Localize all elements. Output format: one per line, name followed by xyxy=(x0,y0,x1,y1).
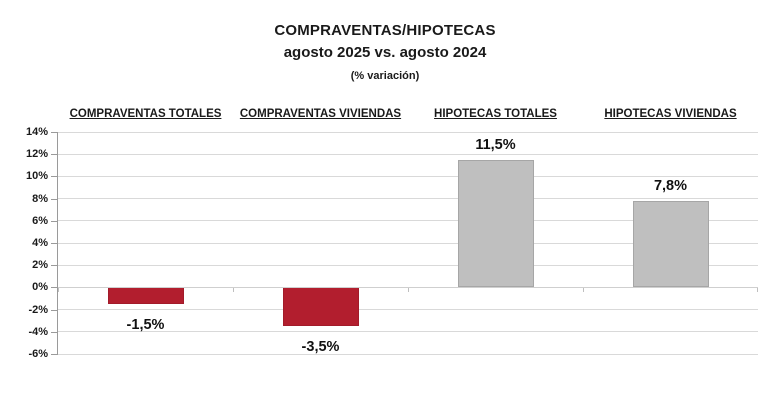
gridline xyxy=(58,220,758,222)
bar-value-label: -1,5% xyxy=(126,317,165,334)
category-header: HIPOTECAS TOTALES xyxy=(434,108,557,120)
category-header: COMPRAVENTAS VIVIENDAS xyxy=(239,108,402,120)
y-tick-mark xyxy=(51,154,57,156)
gridline xyxy=(58,331,758,333)
category-header: HIPOTECAS VIVIENDAS xyxy=(604,108,737,120)
bar-value-label: 11,5% xyxy=(475,136,516,153)
y-tick-mark xyxy=(51,331,57,333)
gridline xyxy=(58,131,758,133)
chart-units-note: (% variación) xyxy=(350,70,420,82)
y-tick-label: -2% xyxy=(28,303,48,316)
x-axis-tick-mark xyxy=(757,287,758,293)
y-tick-label: 0% xyxy=(32,281,48,294)
bar-hipotecas-viviendas xyxy=(632,200,709,288)
y-tick-label: -4% xyxy=(28,325,48,338)
y-tick-mark xyxy=(51,265,57,267)
y-tick-mark xyxy=(51,132,57,133)
bar-value-label: -3,5% xyxy=(301,339,340,356)
y-tick-mark xyxy=(51,220,57,222)
x-axis-tick-mark xyxy=(233,287,234,293)
chart-subtitle: agosto 2025 vs. agosto 2024 xyxy=(283,44,487,61)
y-tick-label: 12% xyxy=(25,148,48,161)
y-tick-mark xyxy=(51,176,57,178)
gridline xyxy=(58,309,758,311)
x-axis-tick-mark xyxy=(58,287,59,293)
bar-hipotecas-totales xyxy=(457,159,534,288)
y-tick-label: 4% xyxy=(32,237,48,249)
plot-area xyxy=(58,131,758,355)
gridline xyxy=(58,264,758,266)
category-header: COMPRAVENTAS TOTALES xyxy=(69,108,222,120)
x-axis-tick-mark xyxy=(583,287,584,293)
y-tick-label: 8% xyxy=(32,192,48,205)
y-tick-label: 6% xyxy=(32,214,48,227)
y-tick-mark xyxy=(51,243,57,244)
x-axis-line xyxy=(58,286,758,288)
y-tick-mark xyxy=(51,287,57,289)
gridline xyxy=(58,242,758,244)
gridline xyxy=(58,153,758,155)
bar-compraventas-viviendas xyxy=(282,287,359,327)
y-tick-label: 10% xyxy=(25,170,48,183)
y-tick-mark xyxy=(51,354,57,355)
bar-value-label: 7,8% xyxy=(653,177,688,194)
bar-compraventas-totales xyxy=(107,287,184,305)
y-tick-label: -6% xyxy=(28,348,48,360)
y-tick-mark xyxy=(51,198,57,200)
x-axis-tick-mark xyxy=(408,287,409,293)
gridline xyxy=(58,198,758,200)
y-tick-mark xyxy=(51,309,57,311)
y-tick-label: 14% xyxy=(25,126,48,138)
y-tick-label: 2% xyxy=(32,259,48,272)
chart-title: COMPRAVENTAS/HIPOTECAS xyxy=(274,22,496,39)
y-axis-line xyxy=(57,132,58,355)
gridline xyxy=(58,175,758,177)
gridline xyxy=(58,353,758,355)
